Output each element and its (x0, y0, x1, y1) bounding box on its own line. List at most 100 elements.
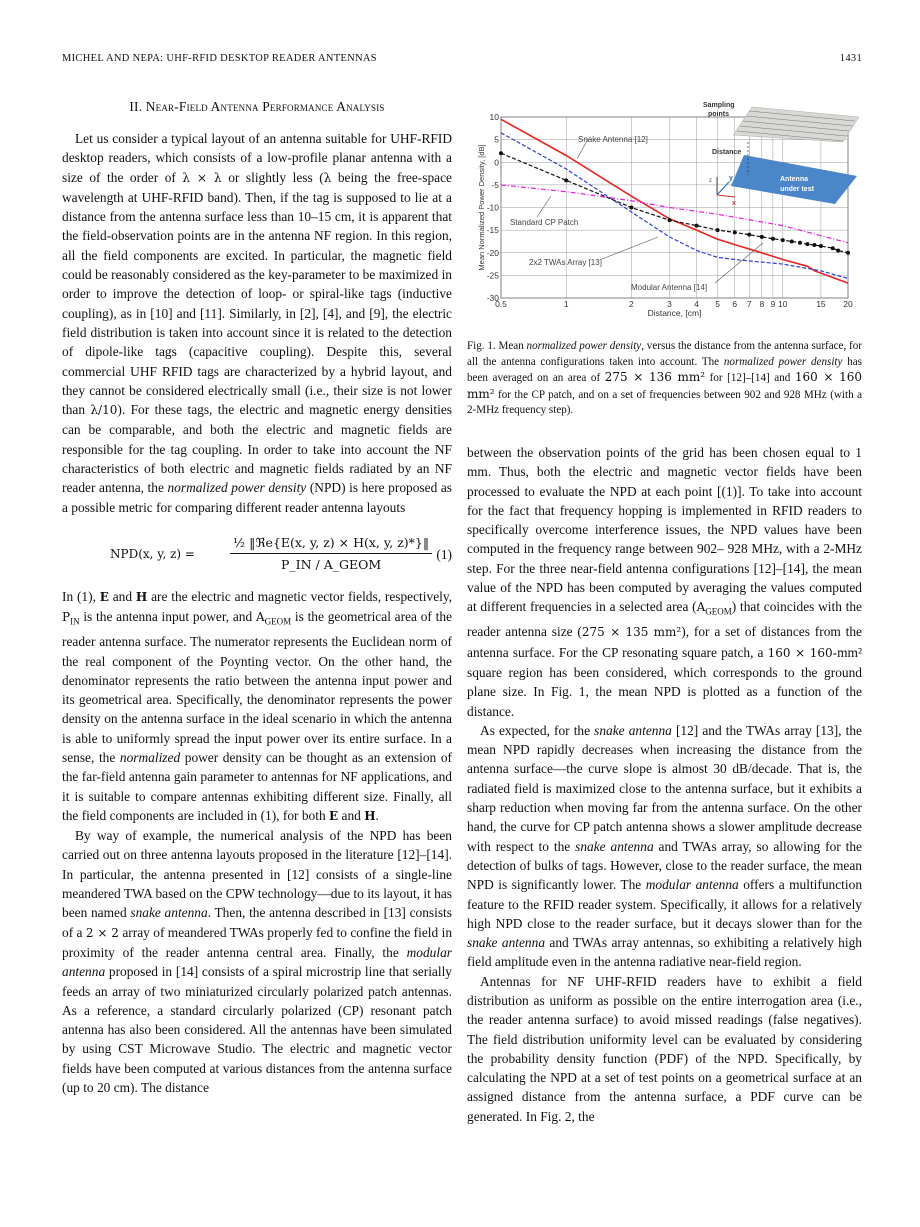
section-heading: II. Near-Field Antenna Performance Analy… (129, 99, 385, 114)
antenna-plate (731, 155, 857, 204)
text-run: ) that coincides with the reader antenna… (467, 599, 862, 640)
text-run: λ (323, 170, 332, 185)
x-tick-label: 4 (694, 299, 699, 309)
text-run: normalized (119, 749, 181, 765)
sampling-line (748, 110, 856, 122)
series-line-0 (500, 118, 849, 284)
text-run: IN (70, 616, 80, 627)
data-point (770, 236, 775, 241)
equation-number: (1) (436, 546, 452, 562)
text-run: By way of example, the numerical analysi… (62, 828, 452, 921)
x-tick-label: 7 (747, 299, 752, 309)
sampling-line (739, 125, 847, 137)
text-run: or slightly less ( (221, 169, 324, 185)
text-run: ). For these tags, the electric and magn… (62, 402, 452, 496)
text-run: array of meandered TWAs properly fed to … (62, 924, 453, 960)
x-tick-label: 9 (771, 299, 776, 309)
text-run: Let us consider a typical layout of an a… (62, 131, 452, 185)
x-tick-label: 8 (759, 299, 764, 309)
text-run: E (99, 589, 109, 604)
data-point (499, 151, 503, 156)
text-run: and TWAs array antennas, so exhibiting a… (467, 935, 862, 970)
text-run: snake antenna (467, 935, 546, 951)
text-run: has been averaged on an area of (467, 355, 862, 385)
text-run: is the geometrical area of the reader an… (62, 609, 452, 765)
data-point (694, 223, 699, 228)
text-run: snake antenna (594, 722, 672, 738)
series-label: Standard CP Patch (510, 218, 578, 227)
series-label: 2x2 TWAs Array [13] (529, 258, 602, 267)
antenna-label: Antenna (780, 176, 808, 183)
text-run: Antennas for NF UHF-RFID readers have to… (467, 973, 862, 1124)
x-tick-label: 15 (816, 299, 826, 309)
x-axis-icon (716, 194, 736, 198)
y-tick-label: -5 (491, 180, 499, 190)
equation-1: NPD(x, y, z) = ½ ‖ℜe{E(x, y, z) × H(x, y… (62, 533, 452, 573)
callout-line (536, 195, 552, 218)
y-axis-icon (716, 181, 730, 196)
figure-1-chart: 0.5 1 2 3 4 5 6 7 8 9 10 15 201050-5-10-15-20-25-30D… (477, 102, 860, 318)
data-point (830, 246, 835, 251)
text-run: 2 × 2 (85, 925, 119, 940)
x-tick-label: 20 (843, 299, 853, 309)
data-point (818, 243, 823, 248)
text-run: In (1), (62, 588, 100, 604)
text-run: A (696, 600, 706, 615)
paragraph: In (1), E and H are the electric and mag… (62, 587, 452, 826)
text-run: modular antenna (645, 877, 739, 893)
equation-numerator: ½ ‖ℜe{E(x, y, z) × H(x, y, z)*}‖ (230, 533, 433, 555)
x-tick-label: 1 (564, 299, 569, 309)
text-run: normalized power density (167, 480, 307, 496)
text-run: 160 × 160 mm² (467, 370, 863, 401)
data-point (797, 240, 802, 245)
equation-lhs: NPD(x, y, z) = (110, 546, 195, 561)
text-run: for [12]–[14] and (705, 372, 795, 385)
figure-caption: Fig. 1. Mean normalized power density, v… (467, 339, 862, 419)
data-point (747, 232, 752, 237)
page-number: 1431 (839, 53, 862, 64)
text-run: and (338, 807, 365, 823)
data-point (805, 242, 810, 247)
y-tick-label: 0 (494, 157, 499, 167)
y-tick-label: -20 (487, 248, 500, 258)
sampling-plane (732, 106, 860, 143)
data-point (629, 205, 634, 210)
x-tick-label: 5 (715, 299, 720, 309)
text-run: being the free-space wavelength at UHF-R… (62, 169, 452, 418)
text-run: for the CP patch, and on a set of freque… (467, 388, 862, 417)
text-run: normalized power density (723, 355, 843, 368)
data-point (780, 238, 785, 243)
sampling-label: points (708, 111, 729, 118)
data-point (667, 218, 672, 223)
paragraph: Let us consider a typical layout of an a… (62, 129, 452, 517)
x-axis-label: Distance, [cm] (648, 308, 702, 318)
x-tick-label: 3 (667, 299, 672, 309)
data-point (812, 243, 817, 248)
text-run: H (364, 808, 376, 823)
data-point (715, 228, 720, 233)
x-label: x (732, 200, 736, 207)
text-run: normalized power density (526, 340, 642, 352)
sampling-line (736, 130, 844, 142)
text-run: 160 × 160 (767, 645, 833, 660)
text-run: snake antenna (130, 905, 208, 921)
x-tick-label: 6 (732, 299, 737, 309)
callout-line (601, 236, 659, 260)
paragraph: Antennas for NF UHF-RFID readers have to… (467, 972, 862, 1126)
x-tick-label: 10 (778, 299, 788, 309)
z-label: z (709, 178, 712, 184)
sampling-line (745, 115, 853, 127)
text-run: proposed in [14] consists of a spiral mi… (62, 964, 452, 1096)
text-run: snake antenna (575, 838, 654, 854)
paragraph: As expected, for the snake antenna [12] … (467, 721, 862, 972)
text-run: H (135, 589, 148, 604)
text-run: power density can be thought as an exten… (62, 749, 452, 823)
text-run: 275 × 136 mm² (604, 370, 706, 385)
sampling-label: Sampling (703, 102, 735, 109)
data-point (789, 239, 794, 244)
left-column: Let us consider a typical layout of an a… (62, 129, 452, 1097)
text-run: offers a multifunction feature to the RF… (467, 877, 863, 931)
sampling-line (742, 120, 850, 132)
text-run: P (62, 610, 71, 625)
data-point (732, 230, 737, 235)
